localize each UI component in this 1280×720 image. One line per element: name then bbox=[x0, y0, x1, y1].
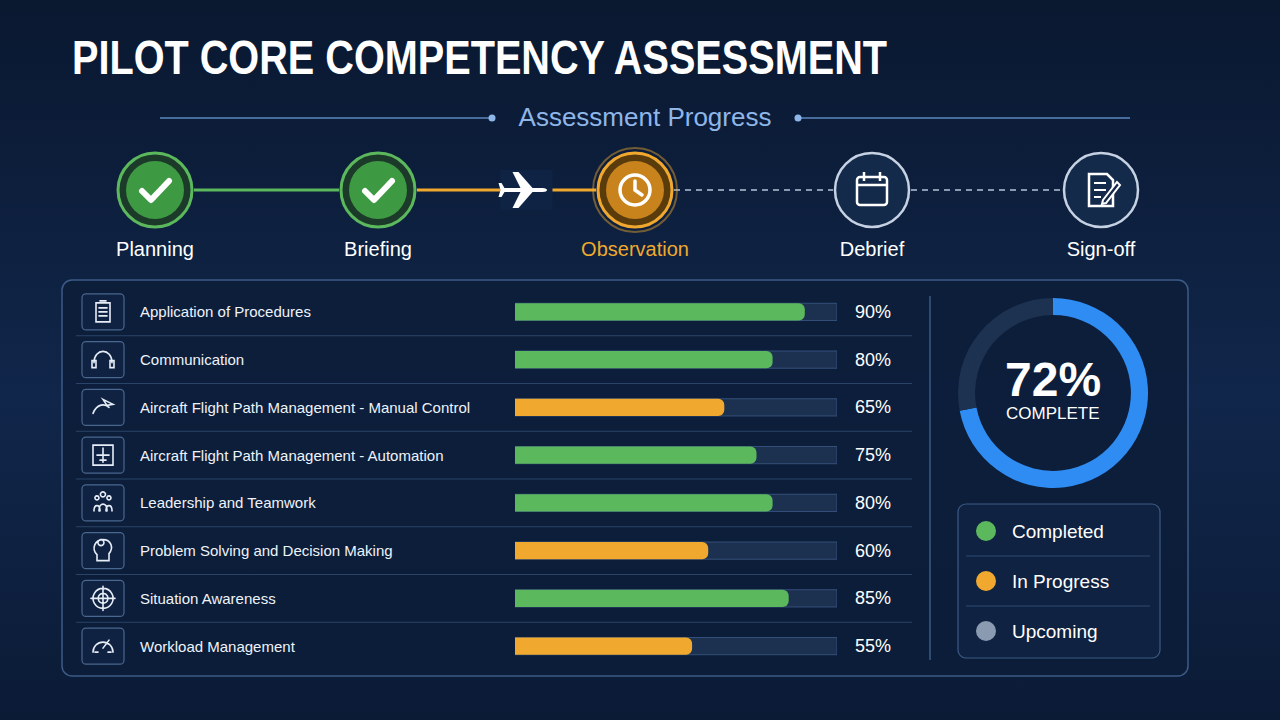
svg-text:55%: 55% bbox=[855, 636, 891, 656]
svg-text:80%: 80% bbox=[855, 493, 891, 513]
svg-text:Debrief: Debrief bbox=[840, 238, 905, 260]
svg-text:Application of Procedures: Application of Procedures bbox=[140, 303, 311, 320]
svg-text:Upcoming: Upcoming bbox=[1012, 621, 1098, 642]
svg-text:85%: 85% bbox=[855, 588, 891, 608]
svg-text:Problem Solving and Decision M: Problem Solving and Decision Making bbox=[140, 542, 393, 559]
svg-text:Aircraft Flight Path Managemen: Aircraft Flight Path Management - Manual… bbox=[140, 399, 470, 416]
svg-text:Briefing: Briefing bbox=[344, 238, 412, 260]
svg-text:75%: 75% bbox=[855, 445, 891, 465]
svg-text:Aircraft Flight Path Managemen: Aircraft Flight Path Management - Automa… bbox=[140, 447, 443, 464]
svg-text:Sign-off: Sign-off bbox=[1067, 238, 1136, 260]
svg-text:Planning: Planning bbox=[116, 238, 194, 260]
svg-text:Completed: Completed bbox=[1012, 521, 1104, 542]
svg-text:72%: 72% bbox=[1005, 353, 1101, 406]
svg-text:Leadership and Teamwork: Leadership and Teamwork bbox=[140, 494, 316, 511]
svg-text:65%: 65% bbox=[855, 397, 891, 417]
svg-text:Communication: Communication bbox=[140, 351, 244, 368]
svg-text:In Progress: In Progress bbox=[1012, 571, 1109, 592]
svg-text:90%: 90% bbox=[855, 302, 891, 322]
svg-text:80%: 80% bbox=[855, 350, 891, 370]
svg-text:Situation Awareness: Situation Awareness bbox=[140, 590, 276, 607]
svg-text:Assessment Progress: Assessment Progress bbox=[519, 102, 772, 132]
svg-text:COMPLETE: COMPLETE bbox=[1006, 404, 1100, 423]
svg-text:60%: 60% bbox=[855, 541, 891, 561]
svg-text:Workload Management: Workload Management bbox=[140, 638, 296, 655]
svg-text:Observation: Observation bbox=[581, 238, 689, 260]
svg-text:PILOT CORE COMPETENCY ASSESSME: PILOT CORE COMPETENCY ASSESSMENT bbox=[72, 31, 887, 84]
